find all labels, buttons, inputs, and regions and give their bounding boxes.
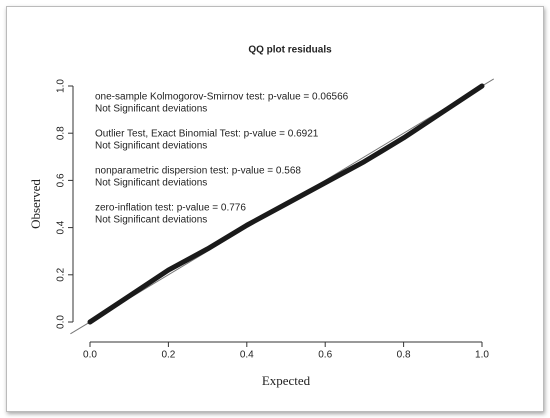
annotation: zero-inflation test: p-value = 0.776 (95, 203, 246, 214)
x-tick-label: 0.8 (397, 350, 411, 361)
y-tick-label: 0.0 (56, 315, 67, 329)
x-axis-label: Expected (262, 373, 311, 388)
x-tick-label: 0.0 (83, 350, 97, 361)
annotation: nonparametric dispersion test: p-value =… (95, 166, 301, 177)
y-tick-label: 1.0 (56, 79, 67, 93)
qq-points (87, 83, 485, 325)
annotation: one-sample Kolmogorov-Smirnov test: p-va… (95, 92, 349, 103)
x-tick-label: 0.2 (161, 350, 175, 361)
x-tick-label: 1.0 (475, 350, 489, 361)
annotation: Not Significant deviations (95, 104, 207, 115)
annotation: Outlier Test, Exact Binomial Test: p-val… (95, 129, 319, 140)
x-tick-label: 0.4 (240, 350, 254, 361)
chart-title: QQ plot residuals (248, 45, 332, 56)
y-tick-label: 0.4 (56, 220, 67, 234)
annotation: Not Significant deviations (95, 178, 207, 189)
y-tick-label: 0.2 (56, 267, 67, 281)
annotation: Not Significant deviations (95, 215, 207, 226)
y-tick-label: 0.8 (56, 126, 67, 140)
annotation: Not Significant deviations (95, 141, 207, 152)
x-tick-label: 0.6 (318, 350, 332, 361)
y-tick-label: 0.6 (56, 173, 67, 187)
y-axis-label: Observed (28, 179, 43, 229)
